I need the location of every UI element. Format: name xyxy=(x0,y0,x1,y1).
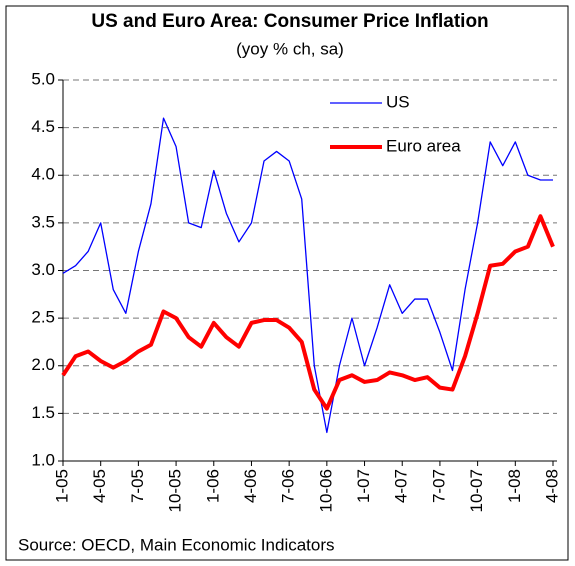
chart-subtitle: (yoy % ch, sa) xyxy=(236,39,344,58)
source-note: Source: OECD, Main Economic Indicators xyxy=(18,535,335,554)
x-tick-label: 7-05 xyxy=(128,469,147,503)
x-tick-label: 7-07 xyxy=(429,469,448,503)
x-tick-label: 4-08 xyxy=(542,469,561,503)
x-tick-label: 4-06 xyxy=(241,469,260,503)
x-tick-label: 1-05 xyxy=(52,469,71,503)
series-line xyxy=(61,214,555,411)
y-tick-label: 1.5 xyxy=(31,403,55,422)
y-tick-label: 4.5 xyxy=(31,117,55,136)
legend-label: Euro area xyxy=(386,136,461,155)
x-tick-label: 10-06 xyxy=(316,469,335,512)
chart-frame xyxy=(5,5,569,561)
y-tick-label: 5.0 xyxy=(31,69,55,88)
x-tick-label: 4-07 xyxy=(392,469,411,503)
y-tick-label: 2.5 xyxy=(31,308,55,327)
x-tick-label: 7-06 xyxy=(279,469,298,503)
y-tick-label: 3.5 xyxy=(31,212,55,231)
y-tick-label: 1.0 xyxy=(31,450,55,469)
x-tick-label: 10-07 xyxy=(467,469,486,512)
x-tick-label: 1-08 xyxy=(505,469,524,503)
x-tick-label: 1-06 xyxy=(203,469,222,503)
legend-label: US xyxy=(386,92,410,111)
x-tick-label: 10-05 xyxy=(166,469,185,512)
x-tick-label: 1-07 xyxy=(354,469,373,503)
series-line xyxy=(62,117,553,434)
y-tick-label: 3.0 xyxy=(31,260,55,279)
y-tick-label: 2.0 xyxy=(31,355,55,374)
x-tick-label: 4-05 xyxy=(90,469,109,503)
chart-title: US and Euro Area: Consumer Price Inflati… xyxy=(91,11,488,32)
y-tick-label: 4.0 xyxy=(31,165,55,184)
